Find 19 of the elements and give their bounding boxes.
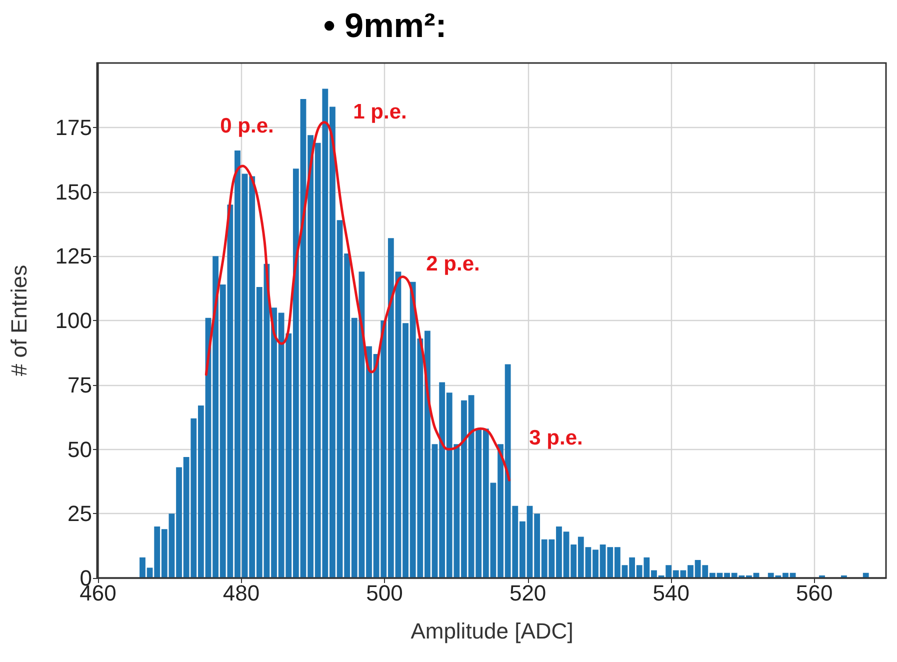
y-axis-title: # of Entries — [6, 264, 32, 376]
x-tick-label: 500 — [366, 580, 403, 606]
x-tick-label: 540 — [652, 580, 690, 606]
y-tick-label: 25 — [68, 501, 92, 526]
x-axis-title: Amplitude [ADC] — [410, 618, 574, 644]
annotation: 0 p.e. — [220, 114, 274, 138]
annotation: 3 p.e. — [529, 426, 583, 450]
annotation: 2 p.e. — [426, 252, 480, 276]
y-tick-label: 150 — [55, 179, 92, 204]
y-tick-label: 175 — [55, 114, 92, 140]
y-tick-label: 100 — [55, 308, 92, 333]
x-tick-label: 520 — [509, 580, 546, 606]
x-tick-label: 480 — [222, 580, 260, 606]
y-tick-label: 75 — [68, 372, 92, 398]
y-tick-label: 50 — [68, 436, 92, 462]
annotation: 1 p.e. — [353, 100, 407, 124]
chart-title: • 9mm²: — [323, 7, 447, 45]
y-tick-label: 125 — [55, 244, 92, 269]
x-tick-label: 560 — [796, 580, 833, 606]
